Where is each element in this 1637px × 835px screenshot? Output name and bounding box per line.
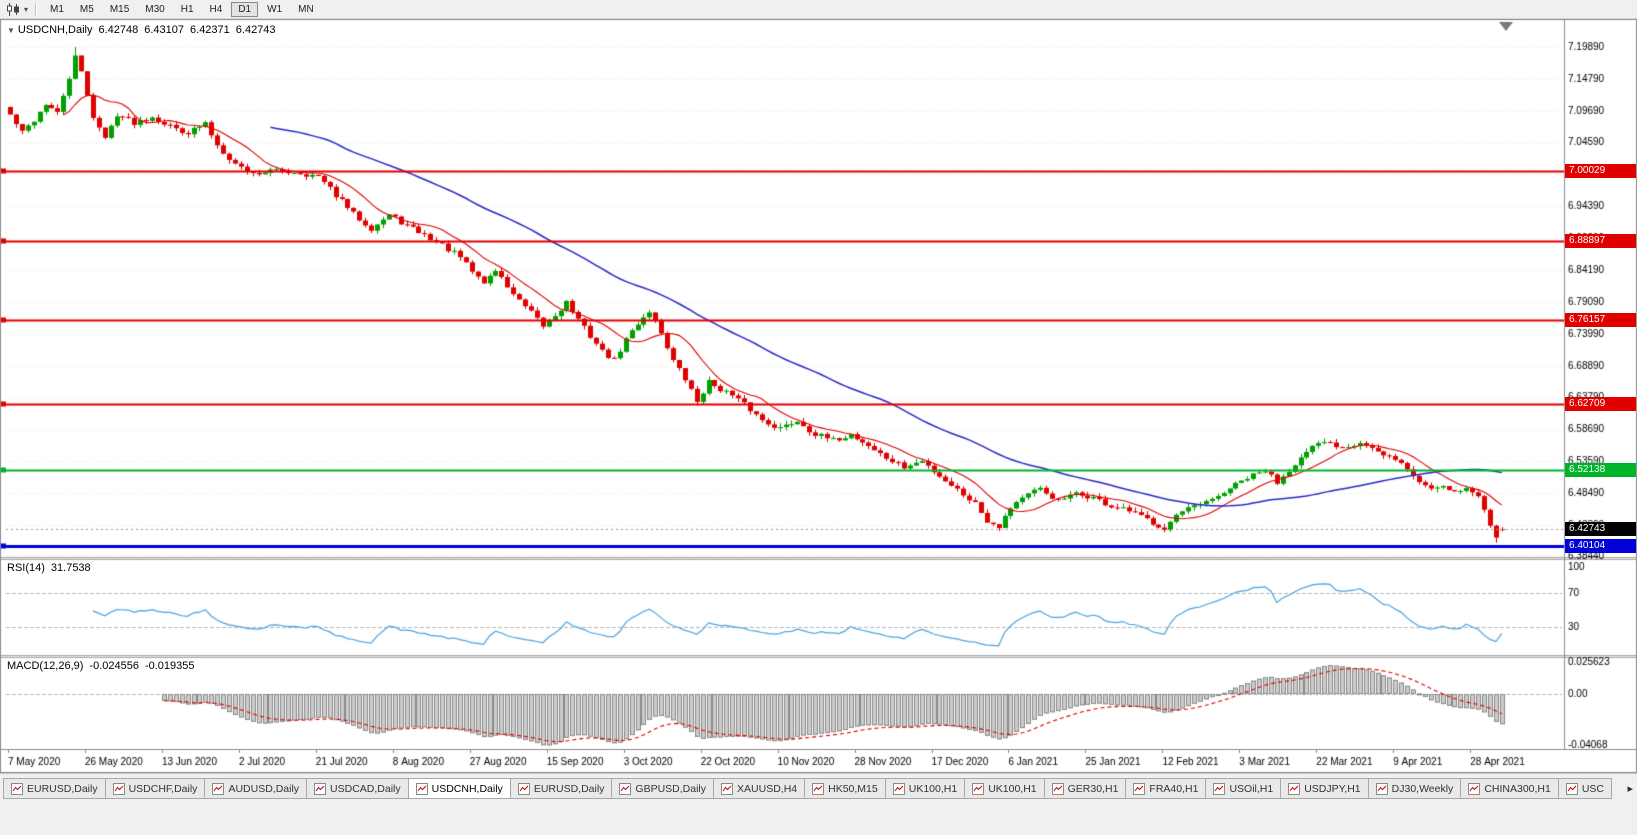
chart-tab-label: HK50,M15 bbox=[828, 782, 878, 795]
chart-tab-label: UK100,H1 bbox=[988, 782, 1037, 795]
chevron-down-icon[interactable]: ▾ bbox=[24, 4, 29, 14]
chart-tab-ger30-h1[interactable]: GER30,H1 bbox=[1043, 778, 1127, 799]
chart-tab-icon bbox=[1051, 782, 1064, 795]
chart-tab-label: USDCAD,Daily bbox=[330, 782, 401, 795]
chart-tab-icon bbox=[415, 782, 428, 795]
chart-window: ▼ USDCNH,Daily 6.42748 6.43107 6.42371 6.4274… bbox=[0, 19, 1637, 773]
price-level-box-6.76157: 6.76157 bbox=[1565, 313, 1636, 327]
chart-tab-label: USDCNH,Daily bbox=[431, 782, 503, 795]
chart-tab-label: USDCHF,Daily bbox=[128, 782, 198, 795]
chart-tab-icon bbox=[1288, 782, 1301, 795]
chart-tab-icon bbox=[1133, 782, 1146, 795]
chart-type-candlestick-icon[interactable] bbox=[4, 2, 22, 17]
ohlc-close: 6.42743 bbox=[235, 24, 276, 36]
chart-tabs: EURUSD,Daily USDCHF,Daily AUDUSD,Daily USDC… bbox=[3, 778, 1621, 801]
chart-tab-icon bbox=[892, 782, 905, 795]
chart-tab-china300-h1[interactable]: CHINA300,H1 bbox=[1460, 778, 1559, 799]
chart-tab-label: EURUSD,Daily bbox=[533, 782, 605, 795]
chart-tab-label: UK100,H1 bbox=[908, 782, 958, 795]
chart-tab-icon bbox=[212, 782, 225, 795]
chart-tab-bar: EURUSD,Daily USDCHF,Daily AUDUSD,Daily USDC… bbox=[0, 773, 1637, 835]
timeframe-button-h4[interactable]: H4 bbox=[209, 3, 223, 15]
chart-tab-label: GER30,H1 bbox=[1067, 782, 1119, 795]
chart-tab-icon bbox=[812, 782, 825, 795]
price-level-box-6.52138: 6.52138 bbox=[1565, 463, 1636, 477]
current-price-box: 6.42743 bbox=[1565, 522, 1636, 536]
chart-tab-eurusd-daily[interactable]: EURUSD,Daily bbox=[509, 778, 613, 799]
one-click-trading-arrow-icon[interactable]: ▼ bbox=[7, 26, 15, 35]
chart-tab-icon bbox=[1565, 782, 1578, 795]
timeframe-button-d1[interactable]: D1 bbox=[231, 1, 259, 17]
price-level-box-7.00029: 7.00029 bbox=[1565, 164, 1636, 178]
chart-tab-gbpusd-daily[interactable]: GBPUSD,Daily bbox=[611, 778, 715, 799]
chart-tab-uk100-h1[interactable]: UK100,H1 bbox=[884, 778, 966, 799]
chart-tab-icon bbox=[11, 782, 23, 795]
timeframe-button-m15[interactable]: M15 bbox=[109, 3, 130, 15]
timeframe-button-m1[interactable]: M1 bbox=[50, 3, 64, 15]
rsi-indicator-label: RSI(14) 31.7538 bbox=[7, 562, 91, 574]
timeframe-button-m5[interactable]: M5 bbox=[79, 3, 94, 15]
timeframe-button-h1[interactable]: H1 bbox=[180, 3, 194, 15]
toolbar-separator bbox=[35, 2, 38, 16]
tab-scroll-right-button[interactable]: ▸ bbox=[1627, 783, 1633, 795]
chart-tab-label: FRA40,H1 bbox=[1149, 782, 1199, 795]
chart-tab-icon bbox=[1468, 782, 1481, 795]
chart-tab-usc[interactable]: USC bbox=[1557, 778, 1613, 799]
chart-tab-audusd-daily[interactable]: AUDUSD,Daily bbox=[204, 778, 308, 799]
chart-tab-usdcnh-daily[interactable]: USDCNH,Daily bbox=[407, 778, 511, 799]
macd-indicator-label: MACD(12,26,9) -0.024556 -0.019355 bbox=[7, 660, 195, 672]
macd-main-value: -0.024556 bbox=[89, 660, 139, 672]
chart-tab-label: EURUSD,Daily bbox=[27, 782, 98, 795]
price-chart-canvas[interactable] bbox=[0, 19, 1637, 773]
chart-tab-label: CHINA300,H1 bbox=[1484, 782, 1551, 795]
macd-name: MACD(12,26,9) bbox=[7, 660, 84, 672]
chart-tab-icon bbox=[619, 782, 632, 795]
chart-tab-hk50-m15[interactable]: HK50,M15 bbox=[804, 778, 886, 799]
chart-tab-label: DJ30,Weekly bbox=[1391, 782, 1454, 795]
chart-tab-icon bbox=[972, 782, 985, 795]
price-level-box-6.62709: 6.62709 bbox=[1565, 397, 1636, 411]
chart-tab-icon bbox=[517, 782, 530, 795]
chart-tab-icon bbox=[1375, 782, 1388, 795]
chart-tab-label: USOil,H1 bbox=[1229, 782, 1274, 795]
chart-tab-uk100-h1[interactable]: UK100,H1 bbox=[964, 778, 1045, 799]
chart-tab-icon bbox=[314, 782, 327, 795]
timeframes-toolbar: ▾ M1 M5 M15 M30 H1 H4 D1 W1 MN bbox=[0, 0, 1637, 19]
timeframe-button-group: M1 M5 M15 M30 H1 H4 D1 W1 MN bbox=[42, 1, 322, 17]
rsi-name: RSI(14) bbox=[7, 562, 45, 574]
price-level-box-6.88897: 6.88897 bbox=[1565, 234, 1636, 248]
macd-signal-value: -0.019355 bbox=[144, 660, 195, 672]
chart-tab-usdchf-daily[interactable]: USDCHF,Daily bbox=[104, 778, 206, 799]
chart-tab-usdjpy-h1[interactable]: USDJPY,H1 bbox=[1280, 778, 1369, 799]
chart-tab-icon bbox=[1213, 782, 1226, 795]
price-level-box-6.40104: 6.40104 bbox=[1565, 539, 1636, 553]
chart-tab-xauusd-h4[interactable]: XAUUSD,H4 bbox=[713, 778, 806, 799]
symbol-title: USDCNH,Daily bbox=[17, 24, 93, 36]
chart-tab-eurusd-daily[interactable]: EURUSD,Daily bbox=[3, 778, 106, 799]
chart-tab-icon bbox=[112, 782, 125, 795]
timeframe-button-m30[interactable]: M30 bbox=[145, 3, 165, 15]
chart-tab-label: USC bbox=[1581, 782, 1605, 795]
chart-tab-label: GBPUSD,Daily bbox=[635, 782, 707, 795]
chart-tab-usdcad-daily[interactable]: USDCAD,Daily bbox=[306, 778, 409, 799]
candlestick-glyph bbox=[7, 2, 19, 16]
chart-tab-usoil-h1[interactable]: USOil,H1 bbox=[1205, 778, 1282, 799]
chart-tab-label: XAUUSD,H4 bbox=[737, 782, 798, 795]
chart-tab-dj30-weekly[interactable]: DJ30,Weekly bbox=[1367, 778, 1462, 799]
rsi-value: 31.7538 bbox=[50, 562, 91, 574]
chart-tab-label: USDJPY,H1 bbox=[1304, 782, 1361, 795]
ohlc-low: 6.42371 bbox=[190, 24, 230, 36]
timeframe-button-mn[interactable]: MN bbox=[298, 3, 314, 15]
chart-tab-icon bbox=[721, 782, 734, 795]
chart-tab-fra40-h1[interactable]: FRA40,H1 bbox=[1125, 778, 1207, 799]
ohlc-high: 6.43107 bbox=[144, 24, 185, 36]
ohlc-open: 6.42748 bbox=[98, 24, 139, 36]
chart-title: ▼ USDCNH,Daily 6.42748 6.43107 6.42371 6.4274… bbox=[7, 24, 276, 36]
chart-tab-label: AUDUSD,Daily bbox=[228, 782, 300, 795]
timeframe-button-w1[interactable]: W1 bbox=[267, 3, 283, 15]
